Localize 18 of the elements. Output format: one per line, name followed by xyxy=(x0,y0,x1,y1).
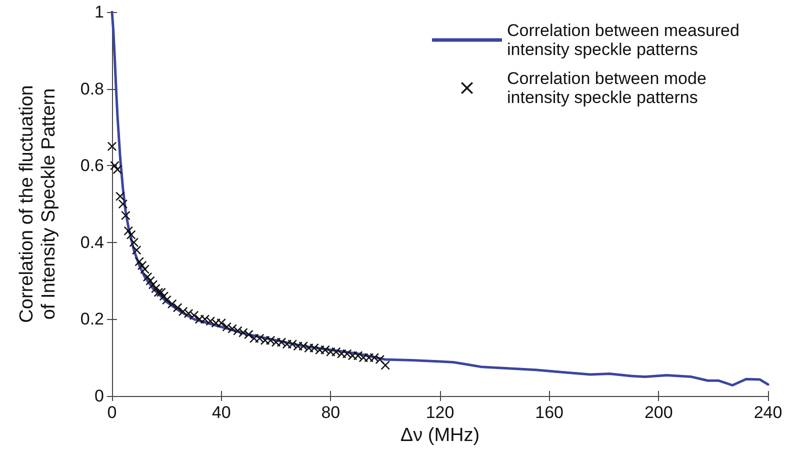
x-tick-label: 40 xyxy=(212,403,231,422)
x-tick-label: 0 xyxy=(107,403,117,422)
line-series xyxy=(110,10,770,386)
x-tick-label: 120 xyxy=(426,403,454,422)
y-tick-label: 1 xyxy=(94,2,104,22)
y-axis-title: Correlation of the fluctuation of Intensity Speckle Pattern xyxy=(16,85,60,323)
y-tick-label: 0.4 xyxy=(80,232,104,252)
y-tick-label: 0 xyxy=(94,386,104,406)
x-tick-label: 80 xyxy=(321,403,340,422)
y-tick-label: 0.6 xyxy=(80,156,104,176)
y-tick-label: 0.2 xyxy=(80,310,104,329)
x-tick-label: 160 xyxy=(535,403,564,422)
y-tick-label: 0.8 xyxy=(80,79,104,98)
x-axis-title: Δν (MHz) xyxy=(400,425,480,446)
x-tick-label: 200 xyxy=(644,403,673,422)
legend-label: Correlation between measured intensity speckle patterns xyxy=(507,21,744,59)
legend-label: Correlation between mode intensity speckle patterns xyxy=(507,69,712,107)
x-tick-label: 240 xyxy=(754,403,782,422)
